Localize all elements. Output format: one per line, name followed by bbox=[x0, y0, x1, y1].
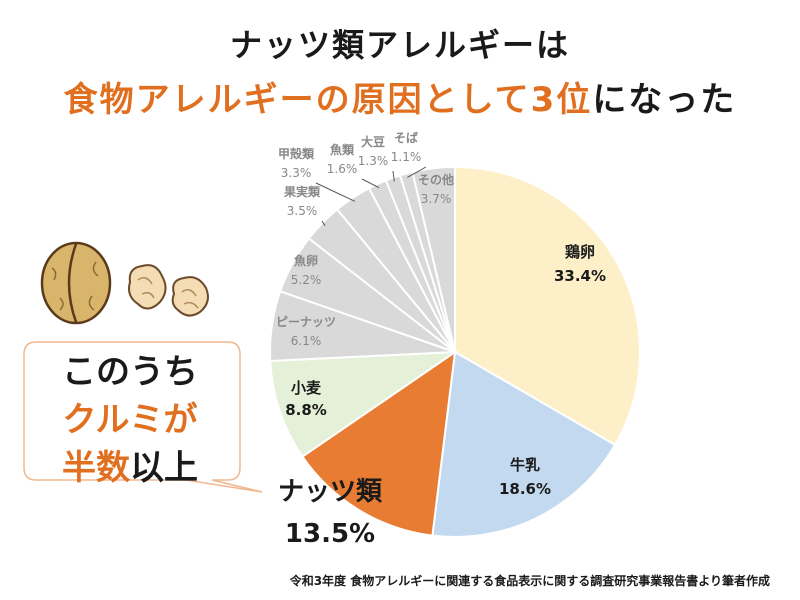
leader-line-10 bbox=[407, 166, 427, 178]
pie-slice-11 bbox=[411, 165, 456, 353]
leader-line-6 bbox=[321, 220, 326, 227]
chart-title-line1: ナッツ類アレルギーは bbox=[229, 26, 570, 64]
callout-line3-rest: 以上 bbox=[130, 448, 198, 488]
callout-line2: クルミが bbox=[62, 400, 198, 440]
slice-value-1: 18.6% bbox=[499, 480, 551, 498]
slice-value-5: 5.2% bbox=[291, 273, 322, 287]
slice-value-7: 3.3% bbox=[281, 166, 312, 180]
slice-value-0: 33.4% bbox=[554, 267, 606, 285]
chart-title-line2: 食物アレルギーの原因として3位になった bbox=[0, 72, 800, 121]
slice-label-0: 鶏卵 bbox=[565, 243, 595, 261]
speech-bubble bbox=[23, 341, 263, 493]
slice-value-9: 1.3% bbox=[358, 154, 389, 168]
callout-text: このうち クルミが 半数以上 bbox=[30, 348, 230, 492]
slice-label-10: そば bbox=[394, 130, 418, 145]
slice-label-6: 果実類 bbox=[283, 184, 321, 199]
slice-value-10: 1.1% bbox=[391, 150, 422, 164]
slice-value-2: 13.5% bbox=[285, 519, 375, 549]
slice-label-11: その他 bbox=[418, 172, 454, 187]
leader-line-7 bbox=[315, 182, 356, 202]
pie-slice-0 bbox=[454, 165, 641, 447]
slice-value-4: 6.1% bbox=[291, 334, 322, 348]
pie-slice-2 bbox=[301, 349, 457, 537]
slice-value-8: 1.6% bbox=[327, 162, 358, 176]
slice-label-9: 大豆 bbox=[361, 134, 385, 149]
slice-label-5: 魚卵 bbox=[294, 253, 318, 268]
slice-label-3: 小麦 bbox=[291, 379, 322, 397]
callout-line1: このうち bbox=[62, 352, 198, 392]
slice-value-3: 8.8% bbox=[285, 401, 327, 419]
callout-line3-highlight: 半数 bbox=[62, 448, 130, 488]
slice-label-1: 牛乳 bbox=[510, 456, 540, 474]
pie-slice-3 bbox=[269, 350, 459, 459]
chart-title-highlight: 食物アレルギーの原因として3位 bbox=[63, 80, 593, 120]
slice-value-6: 3.5% bbox=[287, 204, 318, 218]
slice-value-11: 3.7% bbox=[421, 192, 452, 206]
leader-line-8 bbox=[361, 178, 380, 189]
slice-label-4: ピーナッツ bbox=[276, 315, 336, 329]
source-note: 令和3年度 食物アレルギーに関連する食品表示に関する調査研究事業報告書より筆者作… bbox=[289, 574, 770, 588]
slice-label-2: ナッツ類 bbox=[278, 477, 383, 507]
pie-slice-1 bbox=[431, 350, 617, 539]
walnut-icon bbox=[40, 241, 209, 325]
chart-title-rest: になった bbox=[592, 80, 737, 120]
slice-label-8: 魚類 bbox=[330, 142, 355, 157]
leader-line-9 bbox=[392, 170, 395, 182]
callout-line3: 半数以上 bbox=[30, 444, 230, 492]
slice-label-7: 甲殻類 bbox=[278, 146, 315, 161]
